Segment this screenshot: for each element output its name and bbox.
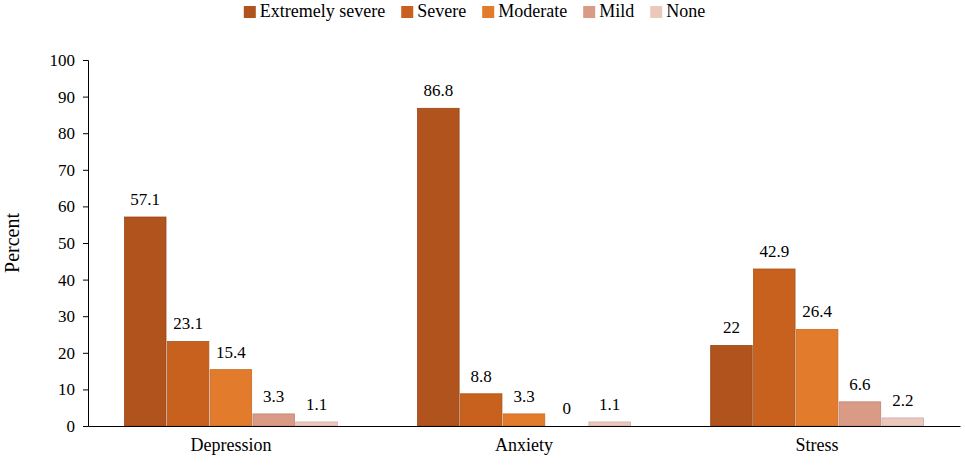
data-label: 23.1 [173, 314, 203, 333]
data-label: 3.3 [263, 387, 284, 406]
tick-mark [83, 133, 88, 134]
bar [796, 329, 838, 426]
tick-mark [83, 97, 88, 98]
legend-label: Severe [417, 1, 466, 21]
legend-swatch [244, 6, 256, 18]
tick-label: 80 [58, 124, 75, 143]
data-label: 1.1 [599, 395, 620, 414]
tick-label: 20 [58, 344, 75, 363]
tick: 70 [58, 161, 88, 180]
tick-mark [83, 353, 88, 354]
tick: Depression [190, 426, 271, 455]
legend-swatch [583, 6, 595, 18]
bar [167, 341, 209, 426]
bars [124, 108, 923, 426]
bar [839, 402, 881, 426]
legend-label: Moderate [498, 1, 567, 21]
tick: 80 [58, 124, 88, 143]
legend-label: None [666, 1, 705, 21]
legend: Extremely severe Severe Moderate Mild None [244, 1, 705, 21]
data-label: 3.3 [513, 387, 534, 406]
legend-item: Moderate [482, 1, 567, 21]
bar [460, 394, 502, 426]
tick-label: 10 [58, 380, 75, 399]
bar [253, 414, 295, 426]
tick-mark [83, 206, 88, 207]
data-label: 22 [723, 318, 740, 337]
data-label: 1.1 [306, 395, 327, 414]
bar [882, 418, 924, 426]
tick-mark [83, 389, 88, 390]
legend-label: Extremely severe [260, 1, 385, 21]
bar [296, 422, 338, 426]
data-label: 15.4 [216, 343, 246, 362]
tick-label: 0 [67, 417, 76, 436]
tick: Anxiety [495, 426, 553, 455]
tick-mark [83, 316, 88, 317]
tick-mark [83, 60, 88, 61]
data-label: 6.6 [849, 375, 870, 394]
tick-label: 70 [58, 161, 75, 180]
bar [546, 426, 588, 427]
axis-line [89, 426, 961, 427]
x-axis: Depression Anxiety Stress [89, 426, 961, 455]
tick-label: 50 [58, 234, 75, 253]
tick: 30 [58, 307, 88, 326]
legend-item: Severe [401, 1, 466, 21]
tick-label: Stress [796, 435, 839, 455]
bar [124, 217, 166, 426]
tick: 60 [58, 197, 88, 216]
axis-line [83, 61, 89, 427]
legend-label: Mild [599, 1, 634, 21]
plot: 57.1 86.8 22 23.1 8.8 42.9 15.4 3.3 26.4 3.3 0 6.6 1… [50, 51, 961, 455]
legend-swatch [482, 6, 494, 18]
legend-item: None [650, 1, 705, 21]
data-label: 26.4 [802, 302, 832, 321]
legend-swatch [650, 6, 662, 18]
tick: 0 [67, 417, 89, 436]
data-label: 42.9 [759, 242, 789, 261]
bar [418, 108, 460, 426]
legend-swatch [401, 6, 413, 18]
tick: 90 [58, 88, 88, 107]
axis-title: Percent [1, 213, 23, 273]
tick: Stress [796, 426, 839, 455]
y-axis: 0 10 20 30 40 50 60 70 80 90 100 [50, 51, 89, 436]
legend-item: Extremely severe [244, 1, 385, 21]
bar [754, 269, 796, 426]
tick: 50 [58, 234, 88, 253]
chart: 57.1 86.8 22 23.1 8.8 42.9 15.4 3.3 26.4 3.3 0 6.6 1… [0, 0, 965, 467]
tick-label: 100 [50, 51, 76, 70]
tick-label: 30 [58, 307, 75, 326]
data-label: 57.1 [130, 190, 160, 209]
data-label: 8.8 [471, 367, 492, 386]
data-label: 86.8 [423, 81, 453, 100]
tick-label: Anxiety [495, 435, 553, 455]
tick: 40 [58, 271, 88, 290]
tick-label: 60 [58, 197, 75, 216]
tick-label: Depression [190, 435, 271, 455]
tick: 10 [58, 380, 88, 399]
data-label: 2.2 [892, 391, 913, 410]
legend-item: Mild [583, 1, 634, 21]
bar [210, 370, 252, 426]
tick: 20 [58, 344, 88, 363]
tick-label: 90 [58, 88, 75, 107]
tick-mark [83, 170, 88, 171]
bar [503, 414, 545, 426]
tick-label: 40 [58, 271, 75, 290]
data-label: 0 [563, 399, 572, 418]
tick-mark [83, 243, 88, 244]
tick-mark [83, 280, 88, 281]
bar [711, 345, 753, 426]
tick-mark [83, 426, 88, 427]
data-labels: 57.1 86.8 22 23.1 8.8 42.9 15.4 3.3 26.4 3.3 0 6.6 1… [130, 81, 913, 418]
tick: 100 [50, 51, 89, 70]
bar [589, 422, 631, 426]
